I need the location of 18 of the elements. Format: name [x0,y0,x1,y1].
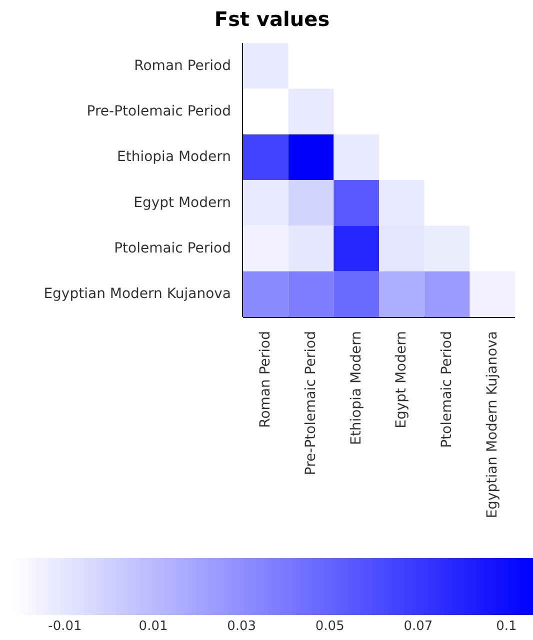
x-tick-label: Ethiopia Modern [348,331,364,445]
color-bar-label: 0.01 [138,619,168,634]
color-bar-label: 0.05 [315,619,344,634]
chart-title: Fst values [214,7,330,31]
x-tick-label: Ptolemaic Period [439,331,455,448]
color-bar-label: 0.07 [404,619,433,634]
color-bar-label: 0.1 [496,619,517,634]
y-tick-label: Egyptian Modern Kujanova [44,286,231,302]
color-bar-label: 0.03 [227,619,256,634]
y-tick-label: Pre-Ptolemaic Period [86,104,231,120]
y-tick-label: Ptolemaic Period [114,240,231,256]
x-tick-label: Egypt Modern [394,331,410,428]
y-tick-label: Roman Period [134,58,231,74]
y-tick-label: Ethiopia Modern [117,149,231,166]
x-tick-label: Egyptian Modern Kujanova [484,331,500,518]
color-bar-label: -0.01 [48,619,82,634]
y-tick-label: Egypt Modern [134,194,231,211]
x-tick-label: Pre-Ptolemaic Period [303,331,319,476]
